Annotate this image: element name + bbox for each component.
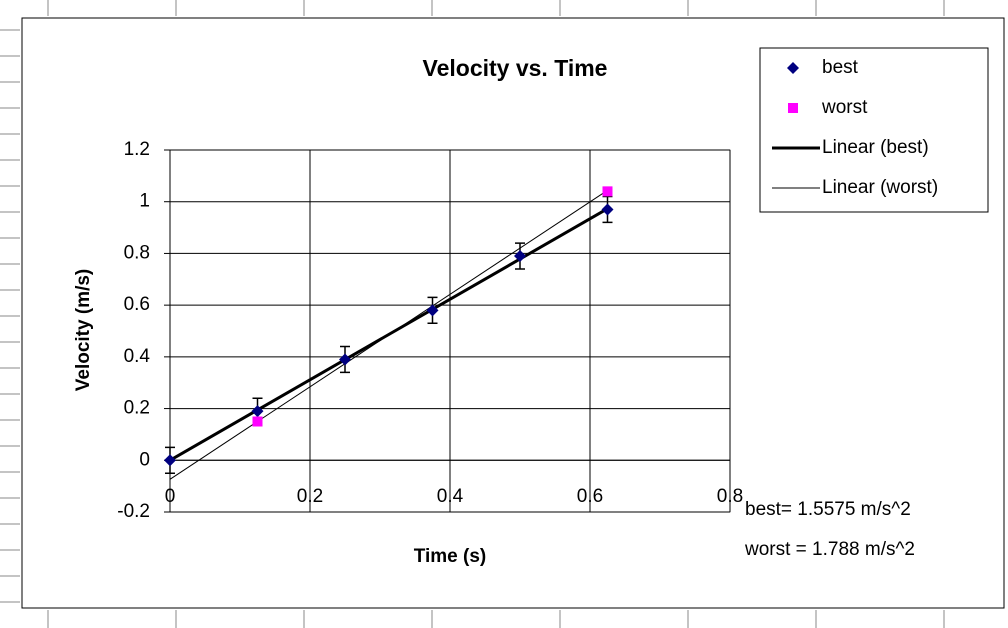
legend-label: best — [822, 57, 859, 78]
data-point — [251, 405, 264, 418]
y-tick-label: 0.8 — [124, 242, 150, 263]
y-tick-label: -0.2 — [117, 501, 150, 522]
legend-label: Linear (best) — [822, 137, 929, 158]
y-tick-label: 0.6 — [124, 294, 150, 315]
y-tick-label: 0.2 — [124, 398, 150, 419]
x-axis-label: Time (s) — [414, 546, 487, 567]
x-tick-label: 0.4 — [437, 486, 464, 507]
y-tick-label: 0.4 — [124, 346, 151, 367]
legend-swatch — [787, 62, 799, 74]
legend-swatch — [788, 103, 798, 113]
data-point — [426, 304, 439, 317]
annotation: best= 1.5575 m/s^2 — [745, 499, 911, 520]
data-point — [602, 186, 613, 197]
data-point — [601, 203, 614, 216]
x-tick-label: 0.6 — [577, 486, 603, 507]
legend-label: worst — [821, 97, 868, 118]
legend-box — [759, 47, 989, 213]
x-tick-label: 0.2 — [297, 486, 323, 507]
sheet-grid — [0, 0, 945, 628]
data-point — [164, 454, 176, 467]
data-point — [339, 353, 351, 366]
y-tick-label: 1.2 — [124, 139, 150, 160]
annotation: worst = 1.788 m/s^2 — [744, 539, 915, 560]
trendline — [169, 189, 608, 480]
y-tick-label: 1 — [139, 191, 150, 212]
y-axis-label: Velocity (m/s) — [73, 269, 94, 392]
chart-title: Velocity vs. Time — [423, 55, 608, 81]
data-point — [514, 250, 526, 263]
y-tick-label: 0 — [139, 449, 150, 470]
x-tick-label: 0.8 — [717, 486, 743, 507]
data-point — [252, 416, 263, 427]
legend-label: Linear (worst) — [822, 177, 938, 198]
